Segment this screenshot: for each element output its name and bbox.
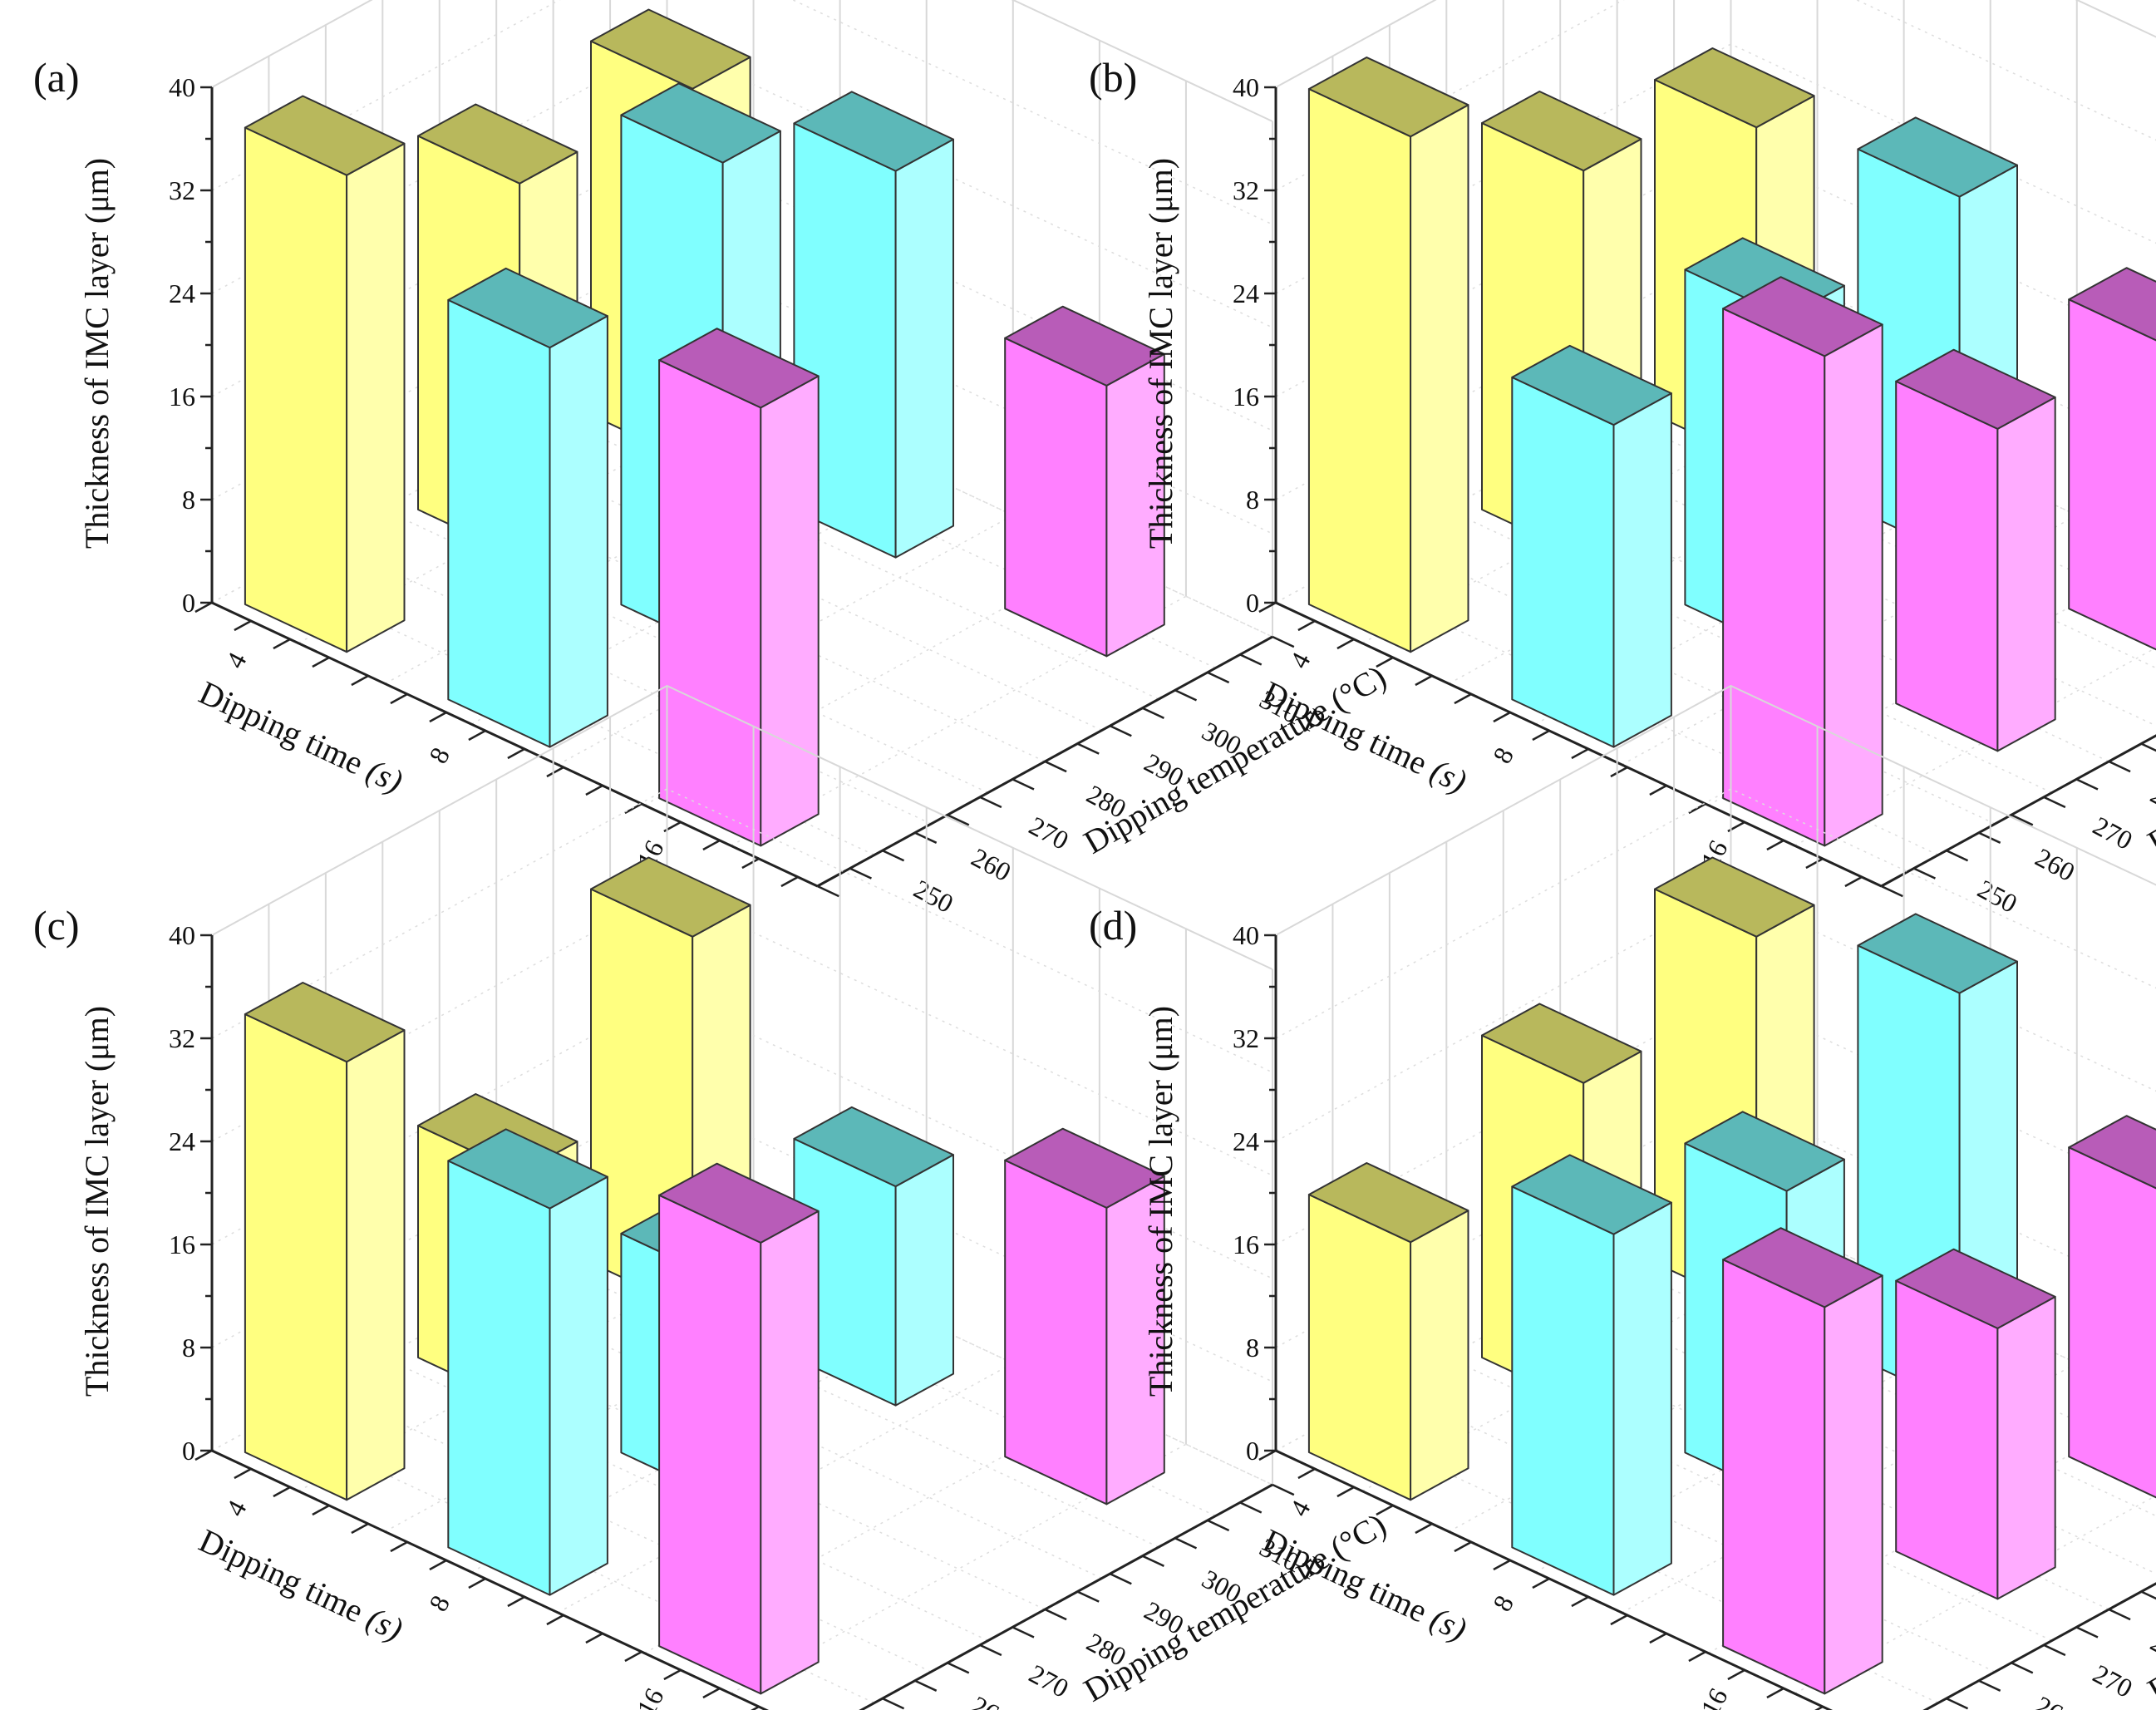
bar	[793, 1106, 954, 1407]
time-axis-title: Dipping time (s)	[194, 1521, 409, 1648]
y-tick-label: 24	[169, 278, 195, 308]
y-tick-label: 32	[1233, 175, 1259, 205]
time-axis-line	[1275, 601, 1883, 888]
y-tick-label: 8	[182, 485, 195, 515]
y-tick-label: 32	[169, 175, 195, 205]
y-tick-label: 16	[1233, 382, 1259, 411]
panel-label: (a)	[33, 54, 80, 101]
y-tick-label: 8	[1246, 1333, 1259, 1363]
time-tick-label: 4	[219, 1496, 252, 1521]
panel-label: (b)	[1089, 54, 1137, 101]
bar	[244, 982, 406, 1501]
y-tick-label: 0	[1246, 588, 1259, 618]
time-axis-line	[211, 601, 819, 888]
y-tick-label: 0	[182, 1436, 195, 1466]
temperature-tick-label: 260	[967, 1690, 1016, 1710]
y-tick-label: 32	[1233, 1023, 1259, 1053]
bar	[1895, 348, 2056, 752]
bar	[1511, 344, 1672, 748]
temperature-axis-title: Dipping temperature (°C)	[1077, 1505, 1392, 1709]
bar	[1004, 305, 1165, 658]
temperature-tick-label: 260	[2030, 1690, 2080, 1710]
temperature-tick-label: 270	[1024, 811, 1073, 855]
y-tick-label: 40	[169, 920, 195, 950]
y-tick-label: 16	[169, 1230, 195, 1259]
temperature-tick-label: 260	[967, 842, 1016, 887]
time-tick-label: 4	[219, 648, 252, 673]
time-tick-label: 8	[423, 742, 455, 768]
bar	[658, 328, 820, 847]
panel-label: (d)	[1089, 902, 1137, 949]
bar	[244, 95, 406, 653]
bar	[658, 1162, 820, 1695]
bars	[244, 8, 1165, 847]
bar	[1511, 1154, 1672, 1596]
bar	[447, 267, 608, 748]
temperature-axis-title: Dipping temperature (°C)	[2141, 658, 2156, 861]
y-tick-label: 24	[1233, 1126, 1259, 1156]
y-axis-title: Thickness of IMC layer (μm)	[1142, 1006, 1179, 1397]
temperature-tick-label: 250	[1973, 874, 2022, 919]
panel-label: (c)	[33, 902, 80, 949]
bars	[1307, 47, 2156, 847]
y-tick-label: 0	[1246, 1436, 1259, 1466]
y-tick-label: 0	[182, 588, 195, 618]
y-tick-label: 24	[169, 1126, 195, 1156]
bar	[447, 1128, 608, 1596]
bar	[1895, 1248, 2056, 1600]
time-axis-line	[1275, 1449, 1834, 1710]
temperature-tick-label: 280	[2146, 1627, 2156, 1672]
bar	[1722, 276, 1883, 847]
temperature-tick-label: 260	[2030, 842, 2080, 887]
time-tick-label: 16	[631, 1683, 670, 1710]
y-tick-label: 32	[169, 1023, 195, 1053]
bar	[1307, 1162, 1469, 1501]
bar	[2068, 1115, 2156, 1499]
bar	[1307, 57, 1469, 653]
y-axis-title: Thickness of IMC layer (μm)	[78, 158, 116, 549]
y-tick-label: 40	[1233, 920, 1259, 950]
y-tick-label: 16	[169, 382, 195, 411]
temperature-tick-label: 270	[2088, 1658, 2137, 1703]
bars	[1307, 856, 2156, 1695]
bar	[2068, 267, 2156, 651]
bar	[793, 91, 954, 559]
y-tick-label: 24	[1233, 278, 1259, 308]
temperature-tick-label: 280	[2146, 779, 2156, 824]
y-tick-label: 8	[182, 1333, 195, 1363]
bar	[1722, 1227, 1883, 1695]
time-axis-title: Dipping time (s)	[194, 673, 409, 801]
temperature-axis-title: Dipping temperature (°C)	[1077, 658, 1392, 861]
y-tick-label: 8	[1246, 485, 1259, 515]
bar	[1004, 1127, 1165, 1505]
time-tick-label: 16	[1695, 1683, 1734, 1710]
time-tick-label: 8	[1487, 1590, 1519, 1616]
time-tick-label: 8	[1487, 742, 1519, 768]
bars	[244, 856, 1165, 1695]
y-axis-title: Thickness of IMC layer (μm)	[1142, 158, 1179, 549]
temperature-tick-label: 250	[909, 874, 958, 919]
y-axis-title: Thickness of IMC layer (μm)	[78, 1006, 116, 1397]
y-tick-label: 40	[1233, 72, 1259, 102]
time-tick-label: 4	[1283, 1496, 1316, 1521]
temperature-tick-label: 270	[2088, 811, 2137, 855]
time-tick-label: 4	[1283, 648, 1316, 673]
y-tick-label: 16	[1233, 1230, 1259, 1259]
temperature-axis-title: Dipping temperature (°C)	[2141, 1505, 2156, 1709]
temperature-tick-label: 270	[1024, 1658, 1073, 1703]
time-tick-label: 8	[423, 1590, 455, 1616]
time-axis-line	[211, 1449, 770, 1710]
y-tick-label: 40	[169, 72, 195, 102]
